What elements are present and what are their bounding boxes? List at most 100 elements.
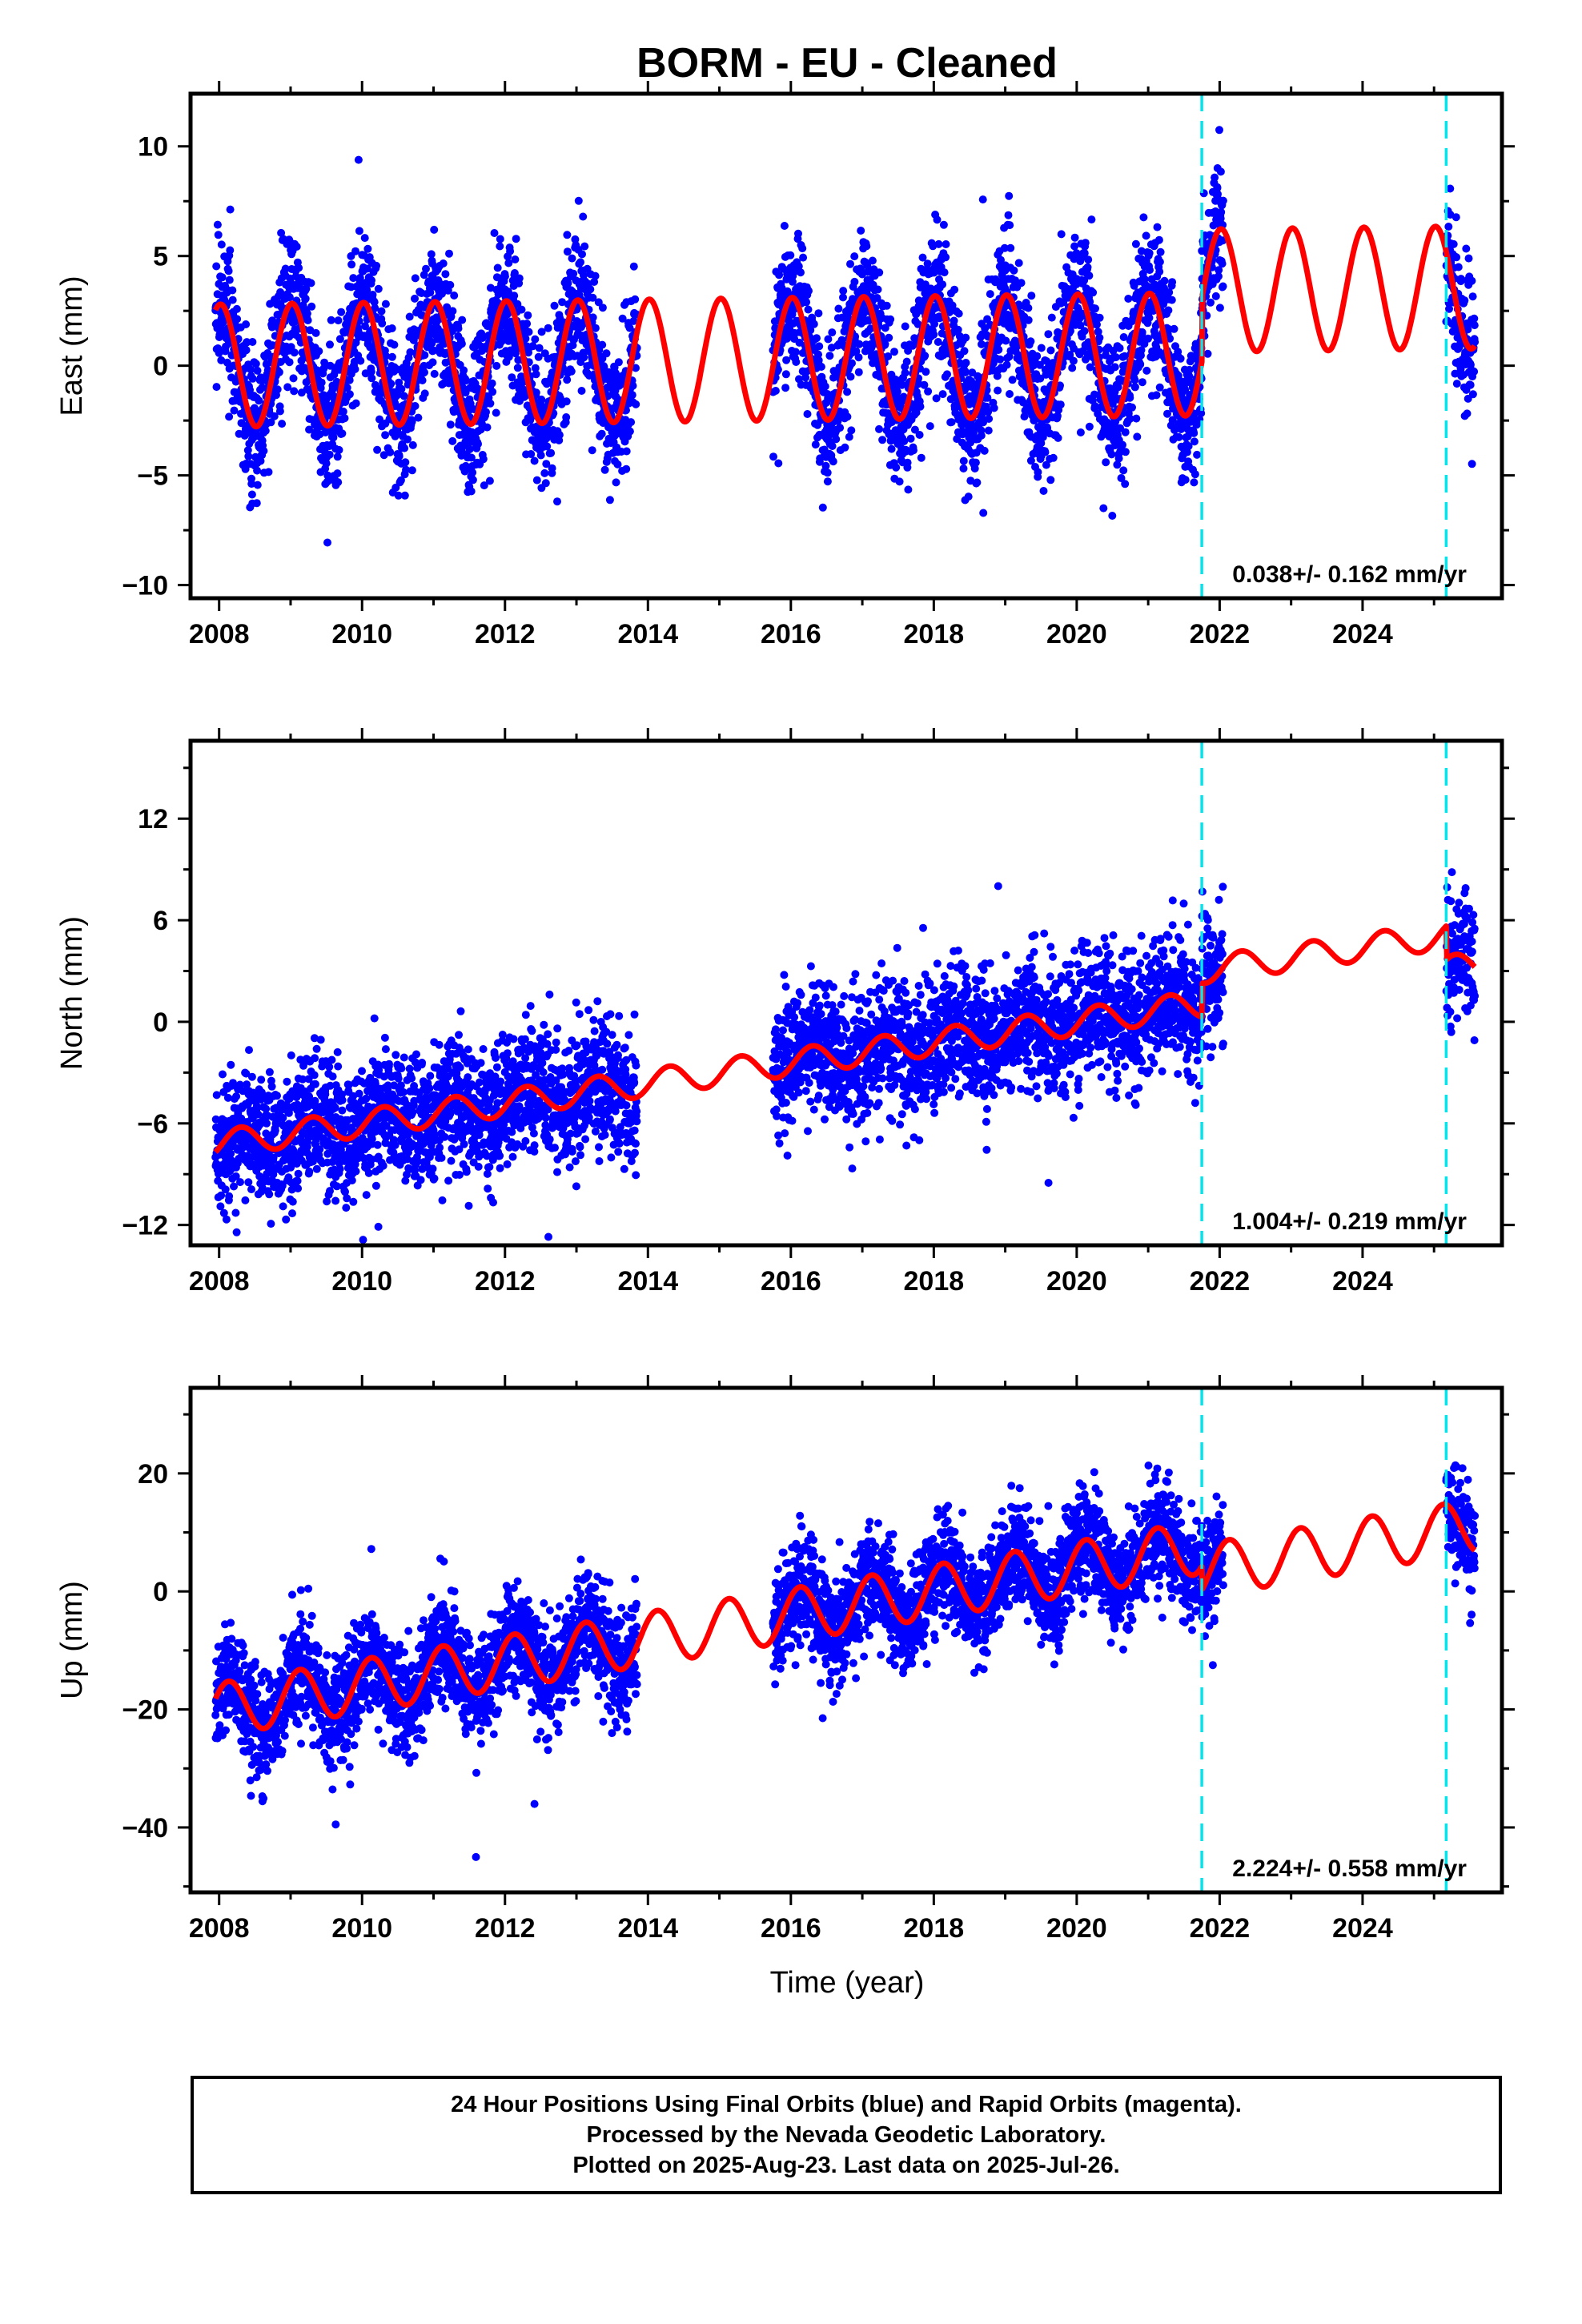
north-data-point <box>245 1046 253 1055</box>
east-data-point <box>1102 458 1110 467</box>
east-data-point <box>1219 282 1227 291</box>
east-data-point <box>382 352 391 360</box>
east-data-point <box>370 298 379 307</box>
east-data-point <box>504 259 513 267</box>
east-data-point <box>1094 328 1102 336</box>
east-data-point <box>791 348 800 356</box>
east-data-point <box>994 386 1002 395</box>
east-data-point <box>1000 243 1009 252</box>
east-data-point <box>1471 338 1480 346</box>
east-x-tick-label: 2016 <box>761 619 821 649</box>
east-data-point <box>1093 320 1101 329</box>
east-data-point <box>285 293 294 302</box>
east-data-point <box>1126 393 1134 402</box>
north-data-point <box>227 1149 235 1158</box>
east-data-point <box>962 359 970 367</box>
east-data-point <box>540 468 549 477</box>
east-data-point <box>990 404 998 412</box>
east-data-point <box>1153 223 1162 231</box>
east-data-point <box>428 358 437 367</box>
east-data-point <box>598 304 607 312</box>
east-data-point <box>1095 313 1104 322</box>
east-data-point <box>531 364 540 372</box>
east-data-point <box>302 284 311 293</box>
north-panel: 2008 2010 2012 2014 2016 2018 2020 2022 2024−12−… <box>55 728 1515 1297</box>
east-data-point <box>226 246 235 255</box>
east-data-point <box>882 301 891 310</box>
east-data-point <box>368 291 377 299</box>
east-data-point <box>1164 306 1173 315</box>
east-data-point <box>466 400 475 408</box>
east-data-point <box>367 374 376 383</box>
east-data-point <box>400 392 408 400</box>
east-data-point <box>886 315 895 324</box>
north-data-point <box>325 1063 334 1072</box>
east-data-point <box>528 342 537 351</box>
east-data-point <box>259 447 268 455</box>
north-data-point <box>288 1197 297 1206</box>
east-data-point <box>567 367 576 376</box>
north-data-point <box>323 1197 331 1206</box>
east-data-point <box>1010 266 1018 275</box>
east-data-point <box>277 228 286 237</box>
east-data-point <box>1130 383 1139 392</box>
east-data-point <box>329 433 338 442</box>
north-data-point <box>236 1178 244 1187</box>
east-data-point <box>371 304 379 312</box>
north-data-point <box>269 1170 278 1179</box>
east-data-point <box>1215 304 1224 312</box>
east-data-point <box>1166 334 1174 343</box>
east-data-point <box>1190 437 1199 446</box>
east-data-point <box>832 435 841 444</box>
east-data-point <box>248 338 257 346</box>
east-data-point <box>1099 504 1108 513</box>
east-data-point <box>924 387 933 396</box>
east-data-point <box>786 251 795 259</box>
east-data-point <box>345 390 354 399</box>
east-data-point <box>1132 414 1141 423</box>
north-data-point <box>265 1068 274 1076</box>
east-data-point <box>954 309 963 318</box>
east-data-point <box>926 422 934 431</box>
east-data-point <box>597 429 606 438</box>
east-data-point <box>893 388 901 396</box>
east-data-point <box>524 328 533 336</box>
east-data-point <box>408 466 416 475</box>
north-data-point <box>269 1153 278 1162</box>
east-x-tick-label: 2008 <box>189 619 250 649</box>
east-data-point <box>323 538 331 547</box>
east-data-point <box>228 296 237 304</box>
north-data-point <box>323 1149 332 1158</box>
east-data-point <box>895 477 904 486</box>
east-data-point <box>226 205 235 214</box>
east-data-point <box>356 356 365 365</box>
east-data-point <box>1056 400 1065 409</box>
east-data-point <box>1138 378 1146 387</box>
east-data-point <box>285 358 294 367</box>
east-data-point <box>1215 126 1223 135</box>
east-data-point <box>317 378 326 387</box>
east-data-point <box>225 275 234 284</box>
east-data-point <box>847 426 856 435</box>
east-data-point <box>439 259 448 267</box>
north-data-point <box>279 1113 287 1122</box>
east-data-point <box>933 215 942 224</box>
east-data-point <box>530 456 539 465</box>
east-data-point <box>230 406 239 415</box>
east-data-point <box>985 415 994 423</box>
east-data-point <box>351 365 359 373</box>
north-data-point <box>244 1178 253 1187</box>
east-data-point <box>1076 428 1085 436</box>
east-data-point <box>573 352 582 360</box>
east-data-point <box>537 328 546 336</box>
east-data-point <box>1191 470 1199 479</box>
east-data-point <box>305 425 314 434</box>
east-data-point <box>1046 346 1055 355</box>
east-data-point <box>429 346 438 355</box>
east-data-point <box>878 436 887 444</box>
east-x-tick-label: 2024 <box>1332 619 1393 649</box>
east-data-point <box>217 356 226 364</box>
east-data-point <box>854 353 863 362</box>
north-data-point <box>287 1051 295 1059</box>
east-data-point <box>478 334 487 342</box>
